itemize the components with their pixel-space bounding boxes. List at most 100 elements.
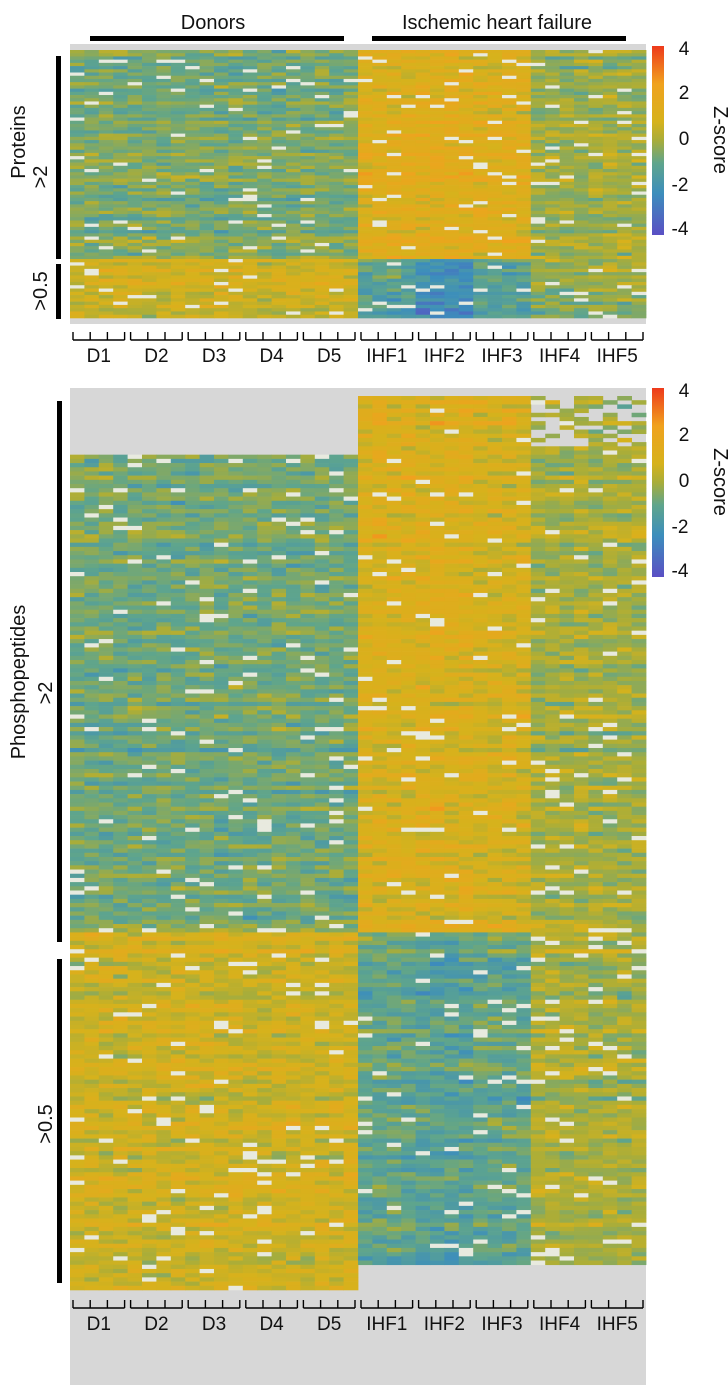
heatmap-cell: [271, 123, 287, 128]
heatmap-cell: [372, 546, 388, 552]
heatmap-cell: [170, 584, 186, 590]
heatmap-cell: [631, 178, 647, 183]
heatmap-cell: [617, 396, 632, 401]
heatmap-cell: [271, 59, 287, 64]
heatmap-cell: [98, 275, 114, 279]
heatmap-cell: [458, 236, 474, 241]
heatmap-cell: [487, 304, 503, 309]
heatmap-cell: [286, 82, 301, 86]
heatmap-cell: [242, 162, 258, 167]
heatmap-cell: [98, 479, 114, 485]
heatmap-cell: [530, 592, 546, 598]
heatmap-cell: [372, 504, 388, 510]
heatmap-cell: [343, 85, 359, 89]
heatmap-cell: [127, 194, 143, 199]
heatmap-cell: [372, 479, 388, 485]
heatmap-cell: [314, 53, 330, 57]
heatmap-cell: [214, 136, 229, 141]
heatmap-cell: [530, 559, 546, 564]
heatmap-cell: [415, 165, 431, 170]
heatmap-cell: [530, 75, 546, 80]
heatmap-cell: [588, 175, 604, 179]
heatmap-cell: [631, 149, 647, 154]
heatmap-cell: [271, 295, 287, 299]
heatmap-cell: [228, 133, 244, 138]
heatmap-cell: [372, 172, 388, 176]
heatmap-cell: [559, 220, 575, 224]
heatmap-cell: [430, 162, 445, 167]
heatmap-cell: [286, 201, 301, 205]
heatmap-cell: [127, 584, 143, 590]
heatmap-cell: [314, 304, 330, 309]
heatmap-cell: [329, 291, 344, 296]
heatmap-cell: [617, 446, 632, 451]
heatmap-cell: [559, 62, 575, 67]
heatmap-cell: [631, 454, 647, 460]
heatmap-cell: [286, 159, 301, 163]
heatmap-cell: [401, 521, 416, 527]
heatmap-cell: [300, 117, 316, 122]
heatmap-cell: [588, 127, 604, 131]
heatmap-cell: [127, 69, 143, 73]
heatmap-cell: [602, 400, 618, 405]
heatmap-cell: [314, 201, 330, 205]
heatmap-cell: [257, 576, 272, 581]
heatmap-cell: [386, 88, 402, 93]
heatmap-cell: [545, 223, 560, 228]
heatmap-cell: [372, 396, 388, 401]
heatmap-cell: [156, 588, 172, 594]
heatmap-cell: [530, 509, 546, 514]
heatmap-cell: [530, 513, 546, 518]
heatmap-cell: [343, 291, 359, 296]
heatmap-cell: [185, 95, 200, 99]
heatmap-cell: [415, 471, 431, 476]
heatmap-cell: [559, 268, 575, 273]
heatmap-cell: [458, 101, 474, 105]
heatmap-cell: [473, 230, 488, 234]
heatmap-cell: [170, 156, 186, 160]
heatmap-cell: [386, 272, 402, 276]
heatmap-cell: [559, 156, 575, 160]
heatmap-cell: [70, 56, 85, 60]
heatmap-cell: [559, 252, 575, 257]
heatmap-cell: [631, 159, 647, 163]
heatmap-cell: [98, 281, 114, 286]
heatmap-cell: [127, 555, 143, 560]
heatmap-cell: [530, 230, 546, 234]
heatmap-cell: [156, 463, 172, 468]
heatmap-cell: [617, 471, 632, 476]
heatmap-cell: [142, 75, 157, 80]
heatmap-cell: [545, 56, 560, 60]
heatmap-cell: [386, 165, 402, 170]
heatmap-cell: [631, 217, 647, 221]
heatmap-cell: [286, 252, 301, 257]
heatmap-cell: [602, 555, 618, 560]
heatmap-cell: [415, 101, 431, 105]
heatmap-cell: [142, 120, 157, 125]
heatmap-cell: [631, 175, 647, 179]
heatmap-cell: [559, 223, 575, 228]
heatmap-cell: [588, 285, 604, 289]
heatmap-cell: [185, 152, 200, 157]
heatmap-cell: [156, 496, 172, 502]
heatmap-cell: [602, 471, 618, 476]
heatmap-cell: [401, 146, 416, 150]
heatmap-cell: [516, 275, 532, 279]
heatmap-cell: [386, 85, 402, 89]
heatmap-cell: [113, 239, 128, 244]
heatmap-cell: [329, 236, 344, 241]
heatmap-cell: [516, 149, 532, 154]
heatmap-cell: [444, 496, 460, 502]
heatmap-cell: [617, 242, 632, 247]
heatmap-cell: [444, 404, 460, 409]
heatmap-cell: [430, 95, 445, 99]
heatmap-cell: [372, 446, 388, 451]
heatmap-cell: [516, 210, 532, 215]
heatmap-cell: [170, 82, 186, 86]
heatmap-cell: [242, 82, 258, 86]
heatmap-cell: [559, 194, 575, 199]
heatmap-cell: [228, 496, 244, 502]
heatmap-cell: [473, 207, 488, 212]
heatmap-cell: [300, 298, 316, 302]
heatmap-cell: [228, 194, 244, 199]
